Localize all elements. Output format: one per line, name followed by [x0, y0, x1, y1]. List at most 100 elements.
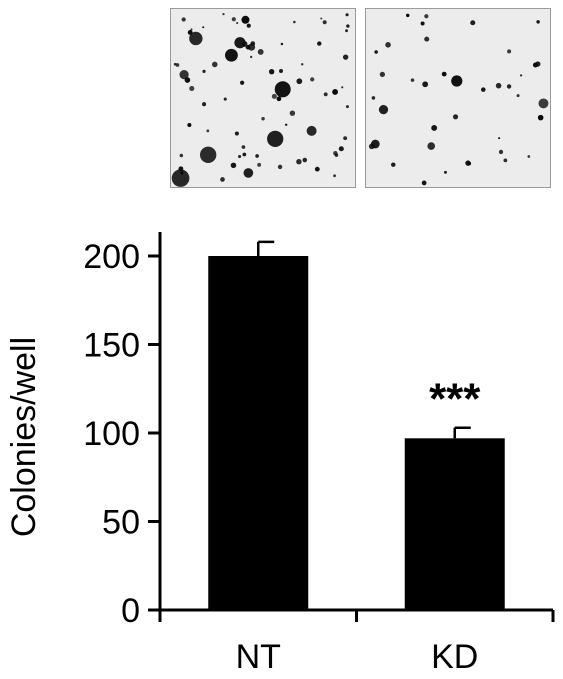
colony-dot [190, 28, 193, 31]
colony-dot [320, 17, 323, 20]
colony-dot [519, 74, 523, 77]
colony-dot [271, 93, 277, 99]
colony-dot [306, 125, 317, 136]
colony-dot [333, 174, 336, 178]
colony-dot [346, 24, 350, 28]
colony-dot [261, 117, 265, 121]
significance-annotation: *** [429, 375, 481, 424]
colony-dot [235, 51, 238, 54]
colony-dot [507, 49, 512, 54]
colony-dot [452, 114, 459, 120]
colony-dot [267, 130, 284, 147]
colony-dot [374, 50, 378, 54]
colony-dot [310, 77, 315, 82]
bars [208, 240, 505, 610]
colony-dot [342, 54, 349, 60]
colony-dot [527, 155, 531, 158]
colony-dot [234, 37, 246, 49]
bar-nt [208, 256, 309, 610]
colony-dot [405, 13, 410, 18]
colony-dot [444, 170, 447, 174]
x-axis [158, 608, 555, 622]
colony-dot [236, 21, 239, 25]
colony-dot [465, 160, 471, 166]
colony-dot [187, 122, 192, 128]
colony-dot [225, 48, 238, 62]
colony-dot [179, 70, 189, 80]
colony-dot [268, 69, 275, 75]
y-tick-label: 100 [83, 415, 140, 453]
colony-dot [538, 98, 549, 109]
colony-dot [338, 146, 344, 152]
colony-dot [343, 136, 348, 141]
y-axis: 0 50 100 150 200 [83, 232, 162, 630]
colony-dot [424, 36, 430, 42]
colony-dot [379, 71, 386, 77]
colony-dot [301, 63, 304, 66]
colony-dot [293, 20, 296, 24]
colony-dot [370, 139, 380, 149]
colony-dot [175, 63, 180, 67]
y-tick-label: 0 [121, 592, 140, 630]
colony-dot [171, 169, 190, 187]
colony-dot [431, 125, 438, 131]
colony-dot [223, 97, 227, 101]
colony-dot [289, 110, 296, 116]
colony-dot [189, 85, 195, 92]
colony-dot [249, 55, 253, 59]
colony-dot [537, 114, 544, 121]
colony-dot [231, 17, 236, 22]
colony-dot [206, 129, 210, 133]
colony-dot [481, 87, 486, 92]
colony-image-kd-canvas [366, 9, 550, 187]
colony-dot [202, 26, 205, 29]
colony-dot [202, 69, 206, 73]
colony-dot [498, 149, 504, 155]
colony-image-kd [365, 8, 551, 188]
colony-dot [535, 61, 541, 67]
colony-dot [279, 69, 284, 74]
colony-dot [498, 137, 501, 140]
colony-dot [323, 92, 328, 97]
colony-dot [345, 105, 349, 109]
y-axis-label: Colonies/well [5, 337, 43, 537]
colony-dot [345, 13, 349, 17]
colony-dot [424, 14, 429, 19]
colony-dot [385, 42, 391, 48]
category-labels: NT KD [236, 638, 479, 676]
y-tick-label: 50 [102, 504, 140, 542]
colony-dot [391, 162, 396, 167]
colony-dot [280, 42, 284, 46]
colony-dot [234, 131, 239, 136]
colony-dot [378, 105, 389, 115]
colony-dot [317, 41, 322, 46]
colony-dot [296, 158, 302, 165]
colony-dot [189, 31, 203, 46]
colony-dot [241, 15, 250, 24]
colony-dot [345, 29, 348, 33]
colony-dot [242, 152, 247, 157]
x-tick-label-kd: KD [431, 638, 478, 676]
bar-kd [404, 438, 505, 610]
colony-dot [257, 48, 264, 55]
image-background [366, 9, 550, 187]
colony-dot [441, 71, 447, 77]
colony-dot [322, 20, 327, 25]
colony-dot [178, 166, 184, 172]
colony-dot [470, 20, 476, 26]
colony-dot [274, 81, 291, 98]
colony-dot [332, 89, 339, 95]
colony-dot [371, 96, 376, 100]
x-tick-label-nt: NT [236, 638, 281, 676]
colony-dot [200, 146, 217, 163]
colony-dot [240, 80, 245, 85]
colony-dot [503, 158, 508, 163]
colony-dot [333, 150, 338, 156]
y-tick-label: 150 [83, 327, 140, 365]
colony-dot [516, 94, 520, 98]
colony-dot [451, 75, 463, 87]
colony-dot [181, 17, 186, 22]
colony-dot [420, 21, 425, 26]
colony-dot [536, 20, 540, 24]
colony-dot [421, 180, 427, 186]
